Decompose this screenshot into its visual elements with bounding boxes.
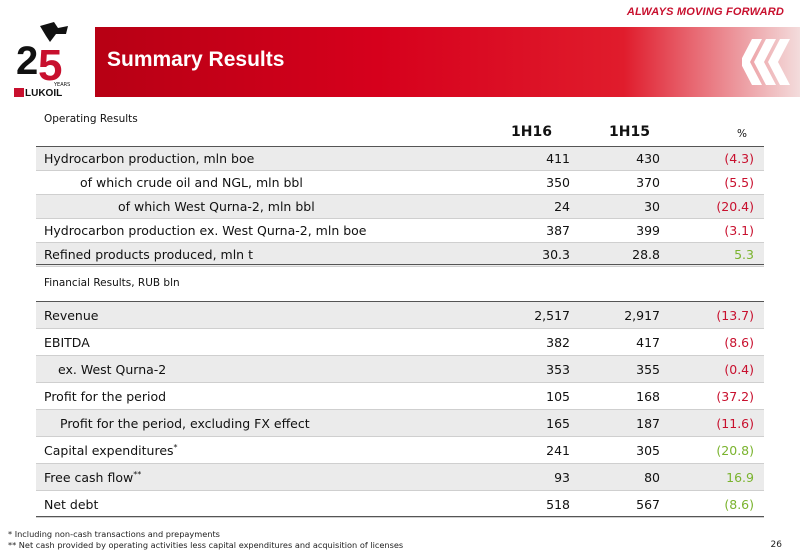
table-row: Capital expenditures* 241 305 (20.8) — [36, 437, 764, 464]
value-change-percent: (20.8) — [716, 443, 754, 458]
value-1h15: 28.8 — [632, 247, 660, 262]
table-row: Hydrocarbon production ex. West Qurna-2,… — [36, 219, 764, 243]
row-label: Profit for the period, excluding FX effe… — [60, 416, 310, 431]
row-label: Capital expenditures* — [44, 443, 178, 459]
row-label: Profit for the period — [44, 389, 167, 404]
value-1h15: 2,917 — [624, 308, 660, 323]
table-row: EBITDA 382 417 (8.6) — [36, 329, 764, 356]
value-change-percent: (37.2) — [716, 389, 754, 404]
table-row: of which crude oil and NGL, mln bbl 350 37… — [36, 171, 764, 195]
operating-bottom-divider — [36, 264, 764, 265]
header-divider — [36, 146, 764, 147]
footnote-marker: * — [173, 443, 178, 452]
table-row: Profit for the period, excluding FX effe… — [36, 410, 764, 437]
row-label: Free cash flow** — [44, 470, 142, 486]
table-row: Revenue 2,517 2,917 (13.7) — [36, 302, 764, 329]
value-1h16: 350 — [546, 175, 570, 190]
row-label: of which crude oil and NGL, mln bbl — [80, 175, 303, 190]
value-1h16: 30.3 — [542, 247, 570, 262]
row-label: of which West Qurna-2, mln bbl — [118, 199, 315, 214]
operating-section-label: Operating Results — [44, 113, 138, 125]
table-row: Refined products produced, mln t 30.3 28.8… — [36, 243, 764, 267]
value-1h15: 187 — [636, 416, 660, 431]
value-change-percent: (0.4) — [724, 362, 754, 377]
value-1h16: 24 — [554, 199, 570, 214]
value-change-percent: (5.5) — [724, 175, 754, 190]
row-label: Net debt — [44, 497, 99, 512]
value-1h16: 518 — [546, 497, 570, 512]
column-header-1h15: 1H15 — [609, 124, 650, 140]
financial-bottom-divider — [36, 516, 764, 517]
financial-section-label: Financial Results, RUB bln — [44, 277, 180, 289]
value-change-percent: (20.4) — [716, 199, 754, 214]
table-row: Free cash flow** 93 80 16.9 — [36, 464, 764, 491]
operating-results-table: Hydrocarbon production, mln boe 411 430 (4.… — [36, 147, 764, 267]
value-1h16: 241 — [546, 443, 570, 458]
column-header-1h16: 1H16 — [511, 124, 552, 140]
value-1h16: 411 — [546, 151, 570, 166]
row-label: Hydrocarbon production, mln boe — [44, 151, 255, 166]
value-1h15: 567 — [636, 497, 660, 512]
value-change-percent: (4.3) — [724, 151, 754, 166]
value-1h15: 370 — [636, 175, 660, 190]
value-1h16: 2,517 — [534, 308, 570, 323]
row-label: EBITDA — [44, 335, 90, 350]
value-1h16: 93 — [554, 470, 570, 485]
value-change-percent: (13.7) — [716, 308, 754, 323]
column-header-percent: % — [737, 128, 747, 140]
row-label: Revenue — [44, 308, 99, 323]
value-1h15: 305 — [636, 443, 660, 458]
value-change-percent: (11.6) — [716, 416, 754, 431]
page-title: Summary Results — [107, 48, 285, 71]
value-1h15: 417 — [636, 335, 660, 350]
value-1h15: 355 — [636, 362, 660, 377]
value-1h15: 399 — [636, 223, 660, 238]
financial-results-table: Revenue 2,517 2,917 (13.7) EBITDA 382 417 (8.6)… — [36, 302, 764, 518]
value-1h16: 382 — [546, 335, 570, 350]
table-row: Hydrocarbon production, mln boe 411 430 (4.… — [36, 147, 764, 171]
financial-top-divider — [36, 301, 764, 302]
value-change-percent: 16.9 — [726, 470, 754, 485]
value-change-percent: (8.6) — [724, 497, 754, 512]
value-1h16: 165 — [546, 416, 570, 431]
logo-years-text: YEARS — [53, 82, 70, 88]
tagline: ALWAYS MOVING FORWARD — [626, 6, 784, 18]
value-1h15: 30 — [644, 199, 660, 214]
value-change-percent: 5.3 — [734, 247, 754, 262]
value-1h15: 80 — [644, 470, 660, 485]
lukoil-25-years-logo: 2 5 YEARS LUKOIL — [10, 22, 80, 102]
value-change-percent: (3.1) — [724, 223, 754, 238]
value-1h15: 168 — [636, 389, 660, 404]
page-number: 26 — [770, 540, 782, 550]
table-row: of which West Qurna-2, mln bbl 24 30 (20.4) — [36, 195, 764, 219]
chevron-arrows-icon — [740, 39, 792, 85]
value-1h15: 430 — [636, 151, 660, 166]
logo-brand: LUKOIL — [25, 88, 62, 99]
table-row: Net debt 518 567 (8.6) — [36, 491, 764, 518]
footnote-1: * Including non-cash transactions and pr… — [8, 529, 220, 539]
svg-text:5: 5 — [38, 41, 62, 90]
row-label: Hydrocarbon production ex. West Qurna-2,… — [44, 223, 367, 238]
svg-text:2: 2 — [16, 39, 38, 83]
value-1h16: 105 — [546, 389, 570, 404]
table-row: ex. West Qurna-2 353 355 (0.4) — [36, 356, 764, 383]
value-1h16: 353 — [546, 362, 570, 377]
row-label: ex. West Qurna-2 — [58, 362, 167, 377]
value-change-percent: (8.6) — [724, 335, 754, 350]
footnote-2: ** Net cash provided by operating activi… — [8, 540, 404, 550]
title-banner: Summary Results — [95, 27, 800, 97]
row-label: Refined products produced, mln t — [44, 247, 253, 262]
footnote-marker: ** — [133, 470, 142, 479]
table-row: Profit for the period 105 168 (37.2) — [36, 383, 764, 410]
value-1h16: 387 — [546, 223, 570, 238]
